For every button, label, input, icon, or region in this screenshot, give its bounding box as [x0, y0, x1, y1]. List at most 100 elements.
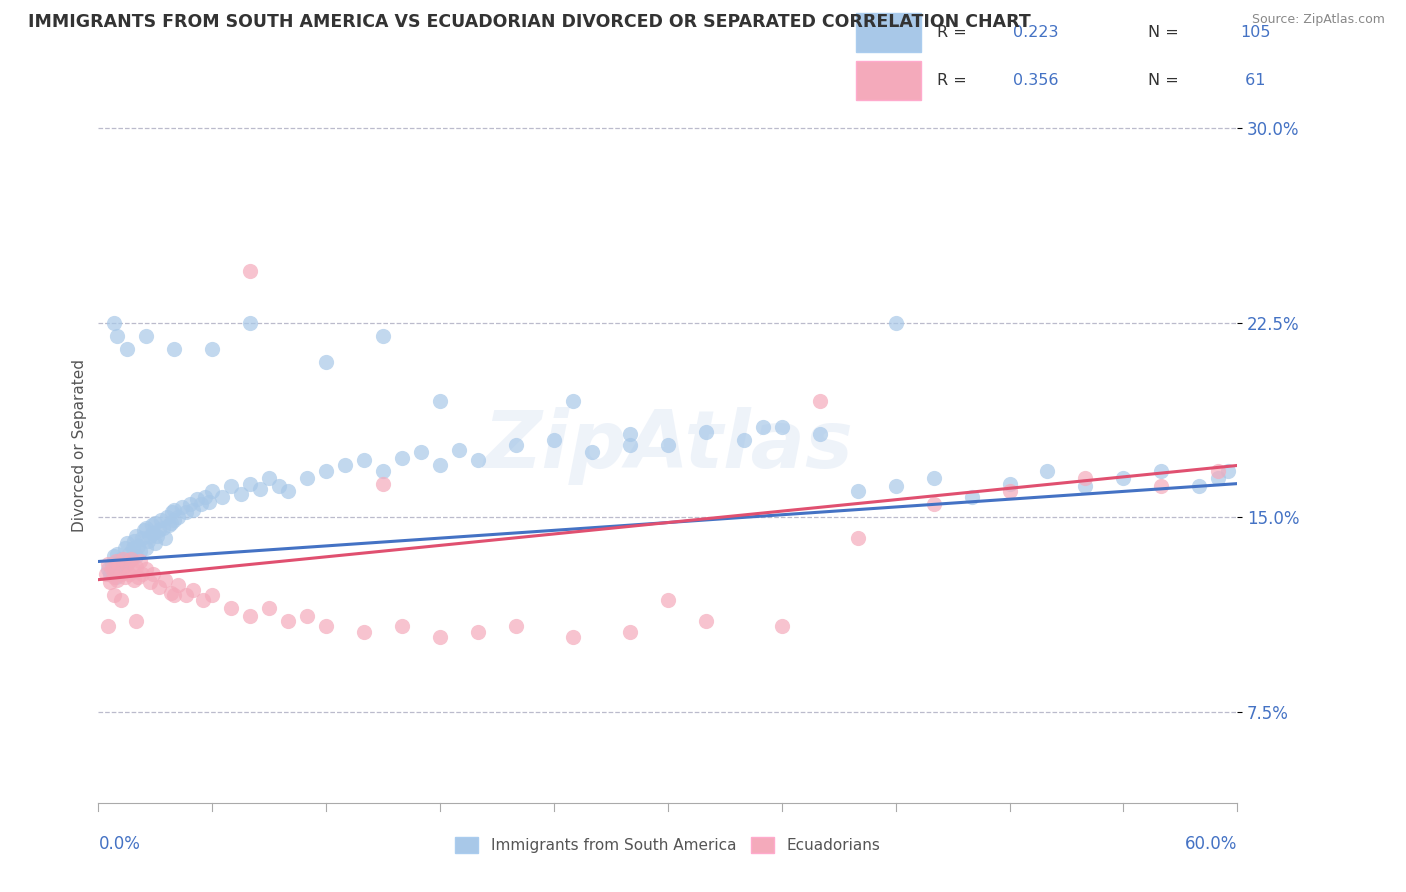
Point	[136, 533, 159, 548]
Point	[148, 524, 170, 538]
Point	[167, 510, 190, 524]
Point	[108, 565, 131, 579]
Point	[138, 575, 160, 590]
Point	[183, 582, 205, 597]
Point	[150, 513, 173, 527]
Point	[107, 328, 129, 343]
Point	[107, 573, 129, 587]
Point	[467, 453, 489, 467]
Text: 60.0%: 60.0%	[1185, 835, 1237, 853]
Point	[619, 427, 641, 442]
Point	[297, 471, 319, 485]
Point	[733, 433, 755, 447]
Point	[429, 630, 451, 644]
Point	[752, 419, 775, 434]
Point	[145, 536, 167, 550]
Point	[174, 505, 197, 519]
Point	[562, 393, 585, 408]
Point	[211, 490, 233, 504]
Point	[1208, 464, 1230, 478]
Point	[201, 342, 224, 356]
Point	[960, 490, 983, 504]
Point	[657, 593, 679, 607]
Point	[695, 425, 717, 439]
Point	[695, 614, 717, 628]
Point	[186, 492, 208, 507]
Point	[125, 528, 148, 542]
Point	[167, 578, 190, 592]
Point	[115, 557, 138, 571]
Point	[239, 264, 262, 278]
Point	[121, 562, 143, 576]
Point	[163, 513, 186, 527]
Point	[201, 484, 224, 499]
Point	[194, 490, 217, 504]
Point	[135, 541, 157, 556]
Text: N =: N =	[1149, 73, 1180, 88]
Point	[107, 547, 129, 561]
Point	[112, 552, 135, 566]
Point	[922, 497, 945, 511]
Point	[429, 458, 451, 473]
Point	[120, 552, 142, 566]
Point	[125, 614, 148, 628]
Point	[131, 531, 153, 545]
Point	[104, 554, 127, 568]
Point	[1074, 479, 1097, 493]
Point	[97, 619, 120, 633]
Point	[131, 567, 153, 582]
Point	[411, 445, 433, 459]
Point	[145, 516, 167, 530]
Point	[124, 573, 146, 587]
FancyBboxPatch shape	[856, 12, 921, 52]
Point	[115, 342, 138, 356]
Text: ZipAtlas: ZipAtlas	[482, 407, 853, 485]
Point	[156, 510, 179, 524]
Point	[391, 619, 413, 633]
Point	[239, 316, 262, 330]
Point	[315, 464, 337, 478]
Point	[267, 479, 290, 493]
Point	[1150, 479, 1173, 493]
Point	[884, 479, 907, 493]
Point	[129, 544, 152, 558]
Point	[103, 570, 125, 584]
Point	[112, 559, 135, 574]
Point	[108, 559, 131, 574]
Point	[125, 549, 148, 564]
Point	[467, 624, 489, 639]
Point	[657, 438, 679, 452]
Text: Source: ZipAtlas.com: Source: ZipAtlas.com	[1251, 13, 1385, 27]
Legend: Immigrants from South America, Ecuadorians: Immigrants from South America, Ecuadoria…	[450, 830, 886, 859]
Point	[998, 484, 1021, 499]
Point	[1216, 464, 1239, 478]
Point	[846, 531, 869, 545]
Point	[221, 479, 243, 493]
Text: 0.223: 0.223	[1012, 25, 1059, 39]
Point	[114, 541, 136, 556]
Point	[127, 539, 149, 553]
Point	[118, 567, 141, 582]
Point	[98, 567, 121, 582]
Point	[1036, 464, 1059, 478]
Point	[315, 619, 337, 633]
Point	[162, 505, 184, 519]
Point	[505, 438, 527, 452]
Point	[115, 536, 138, 550]
Point	[1074, 471, 1097, 485]
Point	[315, 354, 337, 368]
Point	[103, 316, 125, 330]
Point	[179, 497, 201, 511]
Point	[157, 518, 180, 533]
Text: 0.0%: 0.0%	[98, 835, 141, 853]
Point	[449, 442, 471, 457]
Point	[229, 487, 252, 501]
Point	[163, 342, 186, 356]
Point	[183, 502, 205, 516]
Point	[110, 552, 132, 566]
Text: R =: R =	[938, 25, 967, 39]
Point	[114, 570, 136, 584]
Point	[884, 316, 907, 330]
Point	[104, 570, 127, 584]
Point	[259, 471, 281, 485]
